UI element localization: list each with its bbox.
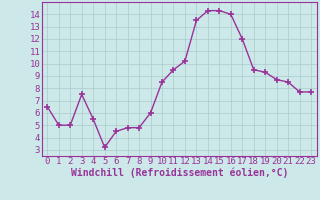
X-axis label: Windchill (Refroidissement éolien,°C): Windchill (Refroidissement éolien,°C) (70, 168, 288, 178)
